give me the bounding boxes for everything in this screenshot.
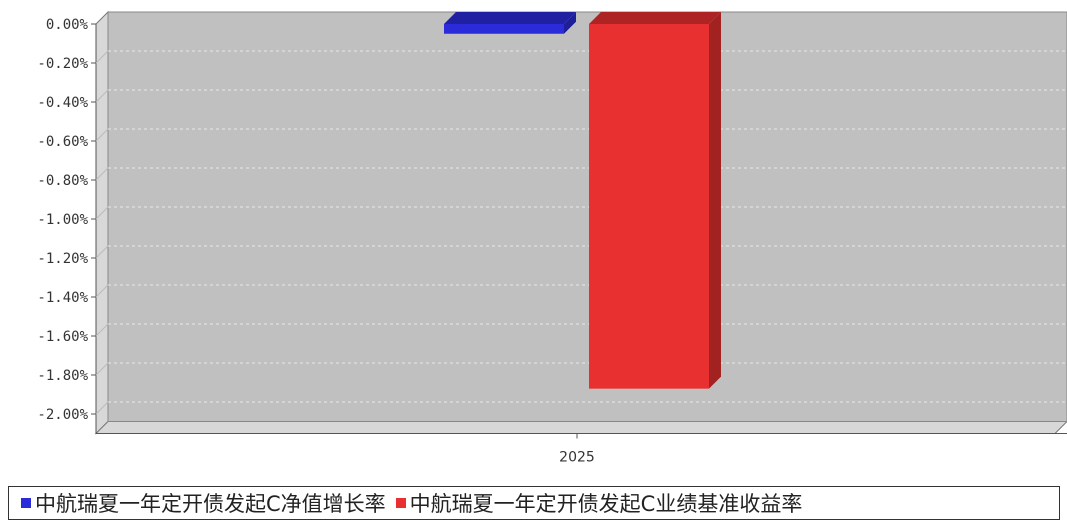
legend-swatch-red	[395, 498, 406, 508]
y-tick-label: -0.20%	[37, 56, 88, 72]
y-tick-label: 0.00%	[46, 17, 89, 33]
legend: 中航瑞夏一年定开债发起C净值增长率 中航瑞夏一年定开债发起C业绩基准收益率	[8, 486, 1060, 520]
y-tick-label: -0.60%	[37, 134, 88, 150]
x-axis: 2025	[559, 433, 595, 466]
y-tick-label: -2.00%	[37, 407, 88, 423]
gridline-side	[95, 167, 109, 181]
bar-top-face	[444, 12, 576, 24]
gridline-side	[95, 50, 109, 64]
gridlines	[95, 50, 1067, 415]
legend-swatch-blue	[21, 498, 31, 508]
bar-top-face	[589, 12, 721, 24]
side-wall	[95, 10, 109, 435]
x-tick-label: 2025	[559, 450, 595, 466]
legend-item-benchmark: 中航瑞夏一年定开债发起C业绩基准收益率	[395, 488, 803, 518]
gridline-side	[95, 245, 109, 259]
legend-label: 中航瑞夏一年定开债发起C净值增长率	[35, 492, 386, 516]
bar-chart: 0.00% -0.20% -0.40% -0.60% -0.80% -1.00% -1.20…	[37, 10, 1067, 466]
floor	[94, 421, 1067, 434]
gridline-side	[95, 401, 109, 415]
gridline-side	[95, 284, 109, 298]
bars	[444, 12, 721, 389]
y-axis: 0.00% -0.20% -0.40% -0.60% -0.80% -1.00% -1.20…	[37, 17, 96, 423]
plot-area	[94, 10, 1067, 435]
gridline-side	[95, 323, 109, 337]
gridline-side	[95, 89, 109, 103]
legend-label: 中航瑞夏一年定开债发起C业绩基准收益率	[409, 492, 803, 516]
y-tick-label: -0.40%	[37, 95, 88, 111]
bar-benchmark	[589, 12, 721, 389]
bar-front-face	[444, 24, 564, 34]
bar-front-face	[589, 24, 709, 389]
y-tick-label: -1.00%	[37, 212, 88, 228]
y-tick-label: -1.80%	[37, 368, 88, 384]
bar-nav-growth	[444, 12, 576, 34]
gridline-side	[95, 362, 109, 376]
y-tick-label: -0.80%	[37, 173, 88, 189]
legend-item-nav: 中航瑞夏一年定开债发起C净值增长率	[21, 488, 386, 518]
gridline-side	[95, 128, 109, 142]
bar-side-face	[564, 12, 576, 34]
y-tick-label: -1.60%	[37, 329, 88, 345]
y-tick-label: -1.40%	[37, 290, 88, 306]
y-tick-label: -1.20%	[37, 251, 88, 267]
bar-side-face	[709, 12, 721, 389]
back-plane	[107, 11, 1067, 422]
gridline-side	[95, 206, 109, 220]
